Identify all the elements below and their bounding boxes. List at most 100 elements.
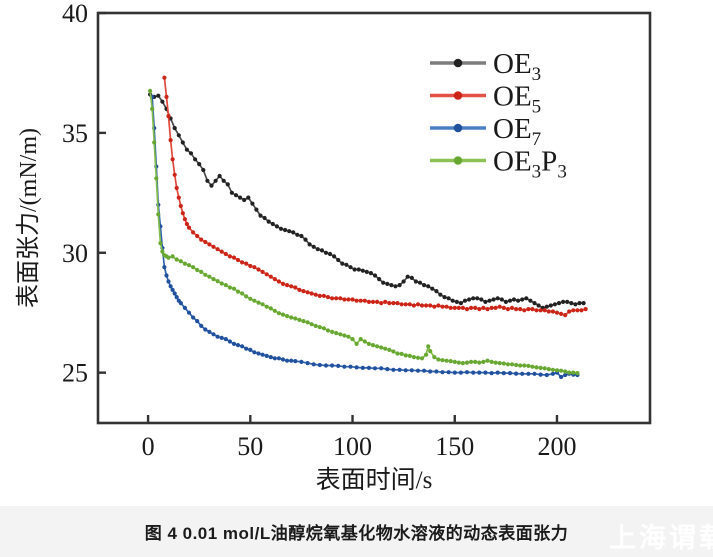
series-point-OE3P3 xyxy=(191,265,196,270)
series-point-OE5 xyxy=(440,304,445,309)
series-point-OE3P3 xyxy=(391,349,396,354)
series-point-OE3 xyxy=(254,207,259,212)
series-point-OE7 xyxy=(280,357,286,362)
series-point-OE7 xyxy=(372,366,378,371)
series-point-OE3P3 xyxy=(522,363,527,368)
series-point-OE3 xyxy=(503,299,508,304)
series-point-OE3P3 xyxy=(268,306,273,311)
series-point-OE7 xyxy=(168,284,173,289)
series-point-OE3 xyxy=(536,303,541,308)
series-point-OE5 xyxy=(550,309,556,314)
series-point-OE3P3 xyxy=(419,356,425,361)
series-point-OE7 xyxy=(489,371,494,376)
series-point-OE3P3 xyxy=(514,362,519,368)
series-point-OE7 xyxy=(434,369,439,374)
series-point-OE3P3 xyxy=(375,344,380,349)
series-point-OE3P3 xyxy=(493,360,498,365)
series-point-OE7 xyxy=(397,367,402,372)
series-point-OE5 xyxy=(219,249,224,254)
series-point-OE7 xyxy=(182,305,187,310)
series-point-OE7 xyxy=(464,370,470,375)
series-point-OE5 xyxy=(317,293,322,298)
series-point-OE7 xyxy=(348,364,353,369)
series-point-OE3 xyxy=(475,296,480,301)
series-point-OE5 xyxy=(203,239,208,245)
series-point-OE5 xyxy=(248,263,253,269)
series-point-OE3P3 xyxy=(305,320,310,325)
series-point-OE5 xyxy=(571,308,576,313)
series-point-OE7 xyxy=(289,358,294,363)
series-point-OE3P3 xyxy=(280,312,286,317)
series-point-OE7 xyxy=(174,295,179,300)
series-point-OE3P3 xyxy=(219,281,224,286)
series-point-OE3P3 xyxy=(244,294,249,299)
series-point-OE7 xyxy=(330,363,335,368)
series-point-OE3P3 xyxy=(452,359,457,364)
series-point-OE5 xyxy=(493,305,498,310)
series-point-OE7 xyxy=(483,370,488,375)
series-point-OE7 xyxy=(514,371,519,376)
series-point-OE3P3 xyxy=(542,366,547,371)
series-point-OE3 xyxy=(385,281,390,286)
series-point-OE3 xyxy=(454,299,459,304)
series-point-OE3 xyxy=(274,224,279,229)
series-point-OE5 xyxy=(481,305,486,310)
series-point-OE3 xyxy=(524,296,529,301)
dynamic-surface-tension-chart: 0 50 100 150 200 25 30 35 40 表面时间/s 表面张力/(mN/m) OE3… xyxy=(15,0,652,494)
series-point-OE5 xyxy=(301,289,306,294)
series-point-OE5 xyxy=(469,305,474,310)
series-point-OE3 xyxy=(299,233,304,239)
series-point-OE3 xyxy=(381,280,386,285)
series-point-OE5 xyxy=(583,307,588,312)
series-point-OE3P3 xyxy=(444,358,449,363)
series-point-OE3P3 xyxy=(350,337,355,342)
series-point-OE3P3 xyxy=(152,140,157,145)
series-point-OE5 xyxy=(444,304,449,309)
y-axis-title: 表面张力/(mN/m) xyxy=(15,128,42,308)
series-point-OE3P3 xyxy=(148,88,153,93)
series-point-OE5 xyxy=(546,309,551,314)
series-point-OE5 xyxy=(579,308,584,313)
series-point-OE5 xyxy=(289,284,294,289)
series-point-OE3P3 xyxy=(203,272,208,277)
series-point-OE3 xyxy=(561,299,566,304)
series-point-OE3 xyxy=(295,232,300,237)
series-point-OE3P3 xyxy=(252,298,257,303)
series-point-OE7 xyxy=(178,301,183,306)
series-point-OE5 xyxy=(415,302,421,307)
series-point-OE3 xyxy=(352,267,357,272)
series-point-OE5 xyxy=(407,302,412,307)
series-point-OE5 xyxy=(505,307,510,312)
series-point-OE3 xyxy=(372,273,378,278)
series-point-OE3P3 xyxy=(575,371,580,376)
series-point-OE5 xyxy=(559,311,564,316)
series-point-OE3 xyxy=(462,298,468,303)
series-point-OE3 xyxy=(270,221,275,227)
series-point-OE5 xyxy=(223,251,228,257)
series-point-OE7 xyxy=(231,341,237,346)
series-point-OE3 xyxy=(348,265,353,270)
series-point-OE3P3 xyxy=(276,311,281,316)
series-point-OE5 xyxy=(473,305,478,310)
series-point-OE3 xyxy=(197,162,202,167)
series-point-OE3 xyxy=(311,244,316,249)
series-point-OE7 xyxy=(256,351,261,356)
series-point-OE3P3 xyxy=(481,359,486,364)
series-point-OE5 xyxy=(354,298,359,303)
series-point-OE3 xyxy=(491,297,496,302)
series-point-OE5 xyxy=(411,303,416,308)
series-point-OE5 xyxy=(172,172,177,177)
series-point-OE7 xyxy=(272,356,277,361)
series-point-OE5 xyxy=(375,299,380,304)
series-point-OE5 xyxy=(452,305,457,310)
series-point-OE5 xyxy=(419,303,425,308)
series-point-OE7 xyxy=(172,291,177,296)
series-point-OE7 xyxy=(446,370,451,375)
series-point-OE3 xyxy=(495,296,500,301)
series-point-OE7 xyxy=(199,323,204,328)
series-point-OE5 xyxy=(346,297,351,302)
series-point-OE3P3 xyxy=(186,263,192,268)
series-point-OE3P3 xyxy=(330,329,335,334)
series-point-OE3 xyxy=(552,302,558,307)
series-point-OE7 xyxy=(391,367,396,372)
